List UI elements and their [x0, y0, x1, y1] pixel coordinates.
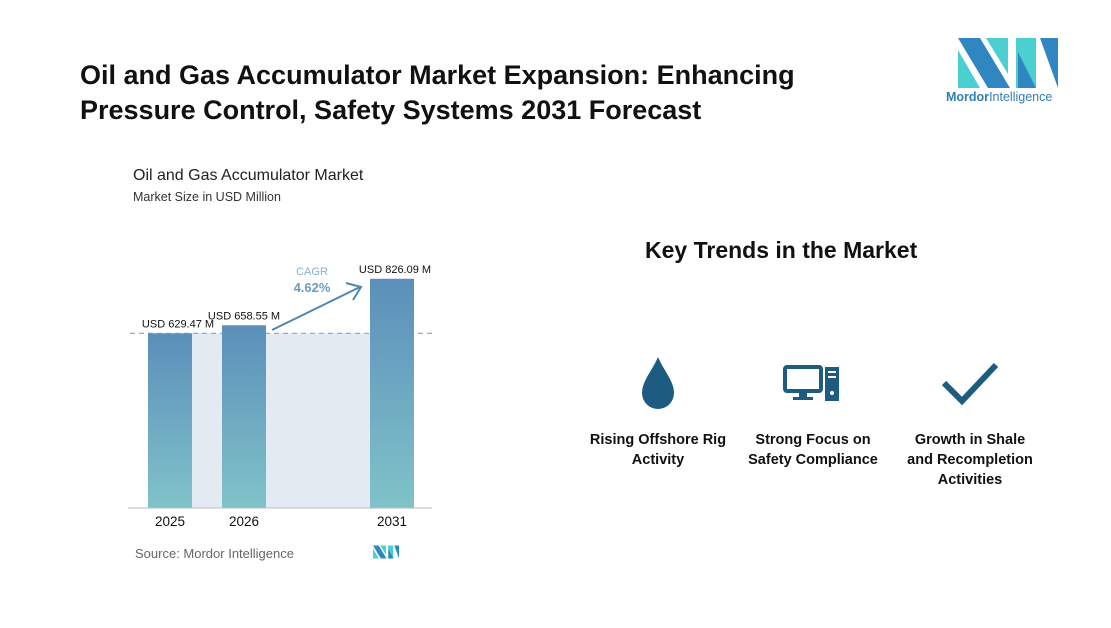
data-label: USD 826.09 M: [359, 264, 431, 276]
trend-label: Growth in Shale and Recompletion Activit…: [907, 432, 1033, 488]
data-label: USD 658.55 M: [208, 310, 280, 322]
trend-label: Rising Offshore Rig Activity: [589, 432, 727, 468]
bar-chart: USD 629.47 M 2025 USD 658.55 M 2026 USD 826.…: [128, 264, 432, 529]
droplet-icon: [642, 357, 674, 409]
computer-icon: [783, 365, 839, 401]
mordor-logo: [958, 38, 1058, 88]
trend-item: Growth in Shale and Recompletion Activit…: [900, 355, 1040, 490]
x-tick-label: 2031: [377, 514, 407, 529]
chart-title: Oil and Gas Accumulator Market: [133, 167, 364, 184]
trend-label: Strong Focus on Safety Compliance: [748, 432, 878, 468]
bar-2025: [148, 333, 192, 508]
cagr-label: CAGR: [296, 266, 328, 278]
trend-item: Strong Focus on Safety Compliance: [743, 355, 883, 470]
chart-subtitle: Market Size in USD Million: [133, 190, 281, 204]
logo-text: MordorIntelligence: [946, 90, 1053, 104]
cagr-value: 4.62%: [294, 280, 331, 295]
small-logo-icon: [373, 545, 399, 559]
x-tick-label: 2025: [155, 514, 185, 529]
arrow-head: [345, 282, 363, 301]
cagr-arrow: [271, 286, 361, 331]
x-tick-label: 2026: [229, 514, 259, 529]
page-title: Oil and Gas Accumulator Market Expansion…: [80, 60, 795, 125]
key-trends-heading: Key Trends in the Market: [645, 237, 918, 263]
bar-2031: [370, 278, 414, 508]
checkmark-icon: [941, 362, 999, 406]
trend-item: Rising Offshore Rig Activity: [588, 355, 728, 470]
chart-source: Source: Mordor Intelligence: [135, 546, 294, 561]
bar-2026: [222, 325, 266, 508]
data-label: USD 629.47 M: [142, 318, 214, 330]
